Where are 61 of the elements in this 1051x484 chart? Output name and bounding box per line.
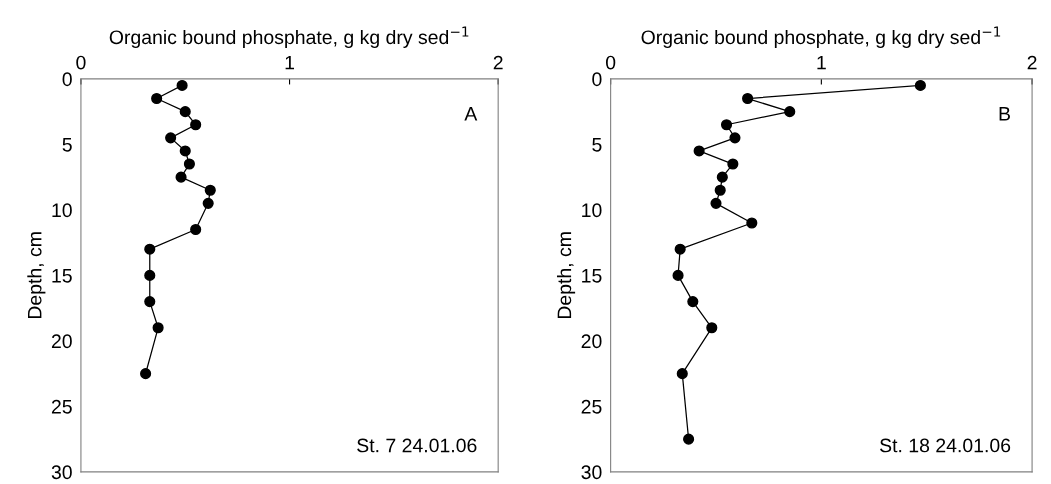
point [175, 171, 187, 183]
point [784, 106, 796, 118]
point [716, 171, 728, 183]
x-axis-title: Organic bound phosphate, g kg dry sed$^{−1}$ [109, 26, 469, 48]
point [202, 197, 214, 209]
point [742, 92, 754, 105]
point [672, 269, 684, 281]
x-tick-label: 2 [493, 55, 503, 70]
y-axis-title: Depth, cm [27, 232, 46, 319]
point [720, 119, 733, 131]
x-tick-label: 1 [285, 55, 295, 70]
y-tick-label: 30 [581, 465, 602, 480]
point [176, 79, 188, 91]
point [144, 269, 156, 281]
y-tick-label: 25 [51, 399, 72, 414]
point [687, 296, 699, 308]
point [674, 243, 686, 255]
y-tick-label: 15 [52, 269, 72, 283]
point [693, 145, 705, 157]
point [204, 184, 216, 196]
annotation: A [464, 107, 478, 121]
annotation: B [999, 107, 1010, 121]
point [729, 132, 741, 144]
annotation: St. 18 24.01.06 [880, 438, 1011, 453]
point [714, 184, 726, 196]
y-tick-label: 20 [581, 334, 602, 349]
point [165, 132, 177, 144]
x-tick-label: 2 [1027, 55, 1037, 70]
point [190, 119, 202, 131]
point [710, 197, 722, 209]
point [151, 92, 163, 105]
point [183, 158, 195, 170]
y-tick-label: 30 [51, 465, 72, 480]
x-tick-label: 1 [817, 55, 826, 70]
y-tick-label: 15 [582, 269, 602, 283]
x-tick-label: 0 [605, 55, 616, 70]
y-tick-label: 25 [581, 399, 602, 414]
point [179, 145, 191, 157]
y-axis-title: Depth, cm [556, 232, 576, 319]
y-tick-label: 5 [62, 138, 72, 152]
x-axis-title: Organic bound phosphate, g kg dry sed$^{−1}$ [641, 26, 1001, 48]
point [152, 322, 164, 334]
point [914, 79, 926, 91]
point [179, 106, 191, 118]
point [727, 158, 739, 170]
point [140, 368, 152, 380]
x-tick-label: 0 [76, 55, 86, 70]
y-tick-label: 0 [592, 72, 602, 87]
point [144, 296, 156, 308]
y-tick-label: 5 [592, 138, 602, 152]
y-tick-label: 10 [52, 203, 72, 218]
point [144, 243, 156, 255]
y-tick-label: 20 [51, 334, 72, 349]
point [706, 322, 718, 334]
point [683, 433, 695, 445]
annotation: St. 7 24.01.06 [357, 438, 477, 453]
point [746, 217, 758, 229]
point [190, 223, 202, 236]
y-tick-label: 0 [62, 72, 72, 87]
point [676, 368, 688, 380]
y-tick-label: 10 [582, 203, 602, 218]
